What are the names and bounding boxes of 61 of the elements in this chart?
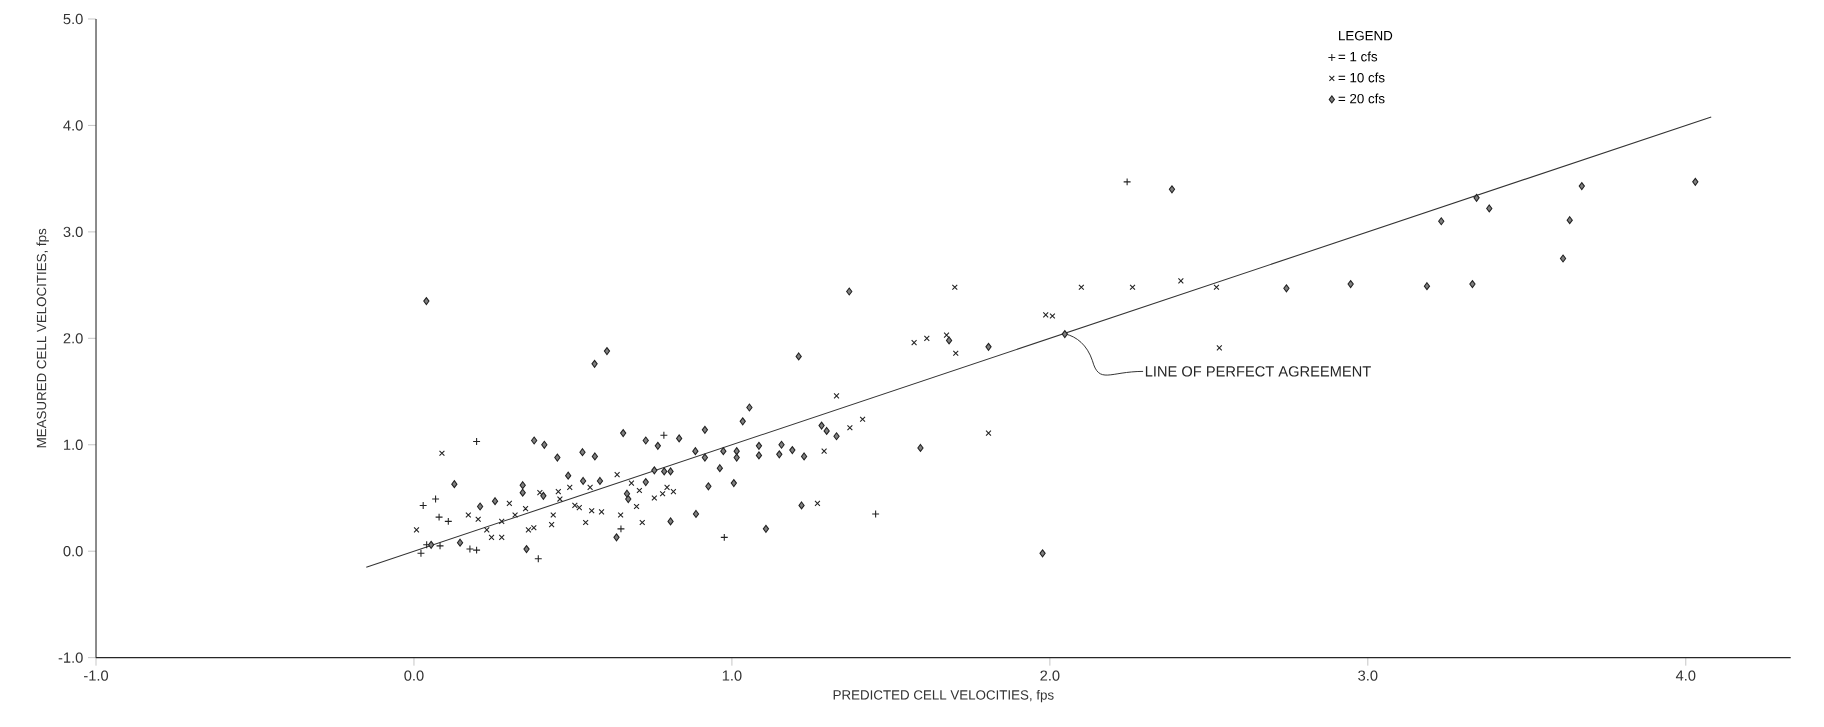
point	[636, 487, 643, 494]
point	[651, 495, 658, 501]
y-tick-label: 1.0	[64, 439, 83, 450]
point	[438, 450, 445, 457]
point	[465, 512, 472, 519]
legend-label: = 10 cfs	[1338, 72, 1385, 83]
x-tick-label: 4.0	[1675, 670, 1696, 681]
legend-title: LEGEND	[1339, 30, 1393, 41]
point	[1123, 177, 1132, 186]
point	[566, 484, 573, 491]
y-tick-label: 0.0	[63, 546, 83, 557]
point	[488, 534, 495, 541]
y-tick-label: -1.0	[58, 652, 83, 663]
annotation: LINE OF PERFECT AGREEMENT	[1145, 366, 1371, 377]
point	[911, 339, 918, 346]
point	[628, 480, 635, 487]
y-axis-title: MEASURED CELL VELOCITIES, fps	[36, 228, 49, 448]
point	[616, 524, 625, 533]
x-tick-label: 3.0	[1358, 670, 1378, 681]
y-tick-label: 5.0	[63, 13, 83, 25]
x-tick-label: 0.0	[404, 670, 424, 681]
point	[435, 513, 444, 522]
point	[871, 509, 880, 518]
x-tick-label: 1.0	[722, 670, 742, 681]
point	[814, 500, 821, 507]
point	[1078, 284, 1085, 291]
legend-label: = 20 cfs	[1338, 93, 1385, 104]
point	[472, 546, 481, 555]
x-tick-label: -1.0	[84, 670, 109, 681]
y-tick-label: 4.0	[63, 120, 83, 131]
point	[413, 526, 420, 533]
point	[846, 424, 853, 431]
point	[582, 519, 589, 526]
x-tick-label: 2.0	[1040, 670, 1060, 681]
point	[1129, 284, 1136, 291]
point	[1213, 284, 1220, 291]
point	[550, 512, 557, 519]
point	[587, 484, 594, 491]
point	[833, 392, 840, 399]
point	[436, 541, 445, 550]
point	[985, 430, 992, 437]
point	[659, 431, 668, 440]
legend-label: = 1 cfs	[1338, 51, 1378, 62]
point	[1216, 344, 1223, 351]
y-tick-label: 2.0	[63, 333, 83, 344]
point	[465, 545, 474, 554]
y-tick-label: 3.0	[63, 226, 83, 238]
point	[639, 519, 646, 526]
point	[498, 518, 505, 525]
point	[555, 488, 562, 495]
point	[617, 512, 624, 519]
point	[614, 471, 621, 478]
x-axis-title: PREDICTED CELL VELOCITIES, fps	[833, 689, 1054, 703]
point	[483, 526, 490, 533]
point	[416, 549, 425, 558]
point	[859, 416, 866, 423]
point	[664, 484, 671, 491]
point	[431, 495, 440, 504]
point	[598, 508, 605, 515]
point	[659, 490, 666, 497]
point	[923, 335, 930, 342]
